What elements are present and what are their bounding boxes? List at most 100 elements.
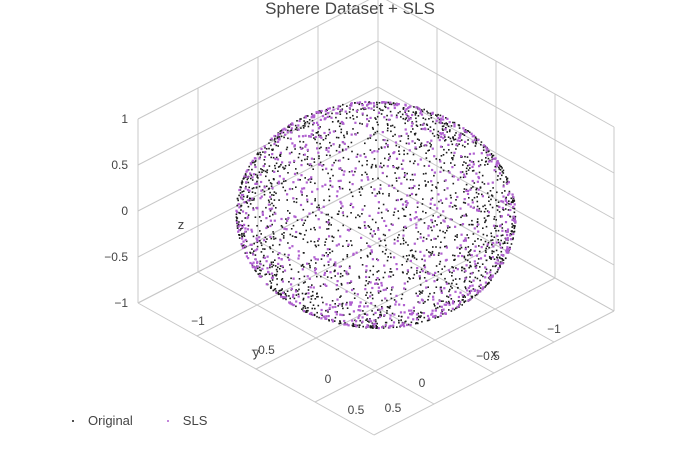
data-point [337, 288, 340, 290]
data-point [398, 176, 401, 179]
data-point [445, 127, 447, 129]
data-point [439, 132, 442, 135]
data-point [389, 155, 391, 158]
legend-item-original[interactable]: Original [72, 413, 133, 428]
data-point [382, 203, 385, 206]
data-point [291, 188, 294, 190]
data-point [337, 305, 339, 307]
data-point [424, 144, 427, 147]
data-point [421, 292, 423, 294]
data-point [285, 222, 288, 224]
data-point [406, 152, 409, 155]
data-point [304, 145, 307, 148]
data-point [273, 178, 275, 181]
data-point [422, 198, 424, 200]
data-point [329, 271, 332, 274]
data-point [394, 303, 397, 306]
data-point [286, 199, 288, 201]
data-point [378, 278, 381, 281]
data-point [479, 186, 482, 188]
data-point [281, 280, 284, 283]
data-point [469, 298, 472, 301]
data-point [333, 161, 335, 164]
data-point [430, 139, 433, 142]
data-point [240, 196, 243, 199]
data-point [428, 272, 431, 275]
data-point [351, 244, 353, 247]
data-point [260, 195, 263, 198]
data-point [426, 141, 429, 144]
data-point [413, 217, 416, 220]
data-point [472, 206, 475, 209]
data-point [235, 220, 238, 222]
data-point [299, 118, 301, 120]
data-point [354, 121, 357, 124]
data-point [362, 325, 364, 328]
data-point [512, 196, 515, 199]
data-point [445, 246, 448, 249]
data-point [275, 156, 278, 159]
data-point [248, 199, 251, 202]
data-point [276, 182, 279, 184]
data-point [243, 235, 246, 237]
data-point [445, 117, 447, 119]
data-point [287, 242, 289, 244]
data-point [332, 130, 336, 133]
data-point [344, 322, 346, 324]
data-point [328, 199, 331, 202]
data-point [409, 323, 412, 327]
data-point [271, 279, 274, 281]
data-point [337, 120, 339, 123]
data-point [331, 121, 334, 123]
data-point [481, 181, 484, 184]
grid-line [197, 271, 435, 405]
data-point [391, 184, 394, 187]
data-point [333, 264, 335, 267]
data-point [321, 296, 323, 299]
data-point [322, 205, 325, 208]
data-point [470, 187, 473, 189]
data-point [298, 288, 300, 291]
data-point [396, 198, 399, 202]
data-point [474, 136, 477, 138]
data-point [433, 203, 436, 206]
data-point [251, 197, 254, 200]
data-point [378, 148, 380, 150]
data-point [306, 200, 309, 203]
data-point [294, 236, 296, 238]
data-point [458, 143, 460, 145]
data-point [450, 298, 453, 300]
data-point [480, 210, 482, 213]
axis-grid [137, 0, 615, 436]
data-point [265, 226, 268, 230]
legend-item-sls[interactable]: SLS [166, 413, 207, 428]
data-point [441, 125, 444, 128]
data-point [505, 237, 508, 241]
data-point [407, 323, 410, 326]
data-point [374, 322, 377, 325]
data-point [495, 199, 497, 201]
data-point [261, 211, 264, 214]
data-point [485, 157, 487, 159]
data-point [338, 146, 341, 148]
data-point [466, 164, 469, 167]
data-point [479, 283, 482, 287]
data-point [341, 205, 344, 208]
data-point [341, 141, 344, 144]
data-point [435, 265, 438, 267]
data-point [488, 246, 490, 249]
data-point [300, 233, 302, 235]
data-point [273, 288, 276, 291]
data-point [460, 139, 463, 141]
data-point [252, 187, 255, 189]
data-point [352, 118, 355, 120]
data-point [436, 278, 439, 281]
data-point [378, 237, 381, 240]
data-point [307, 309, 309, 312]
data-point [481, 159, 483, 161]
data-point [366, 313, 369, 316]
data-point [504, 190, 506, 192]
data-point [452, 300, 455, 303]
data-point [403, 172, 406, 174]
